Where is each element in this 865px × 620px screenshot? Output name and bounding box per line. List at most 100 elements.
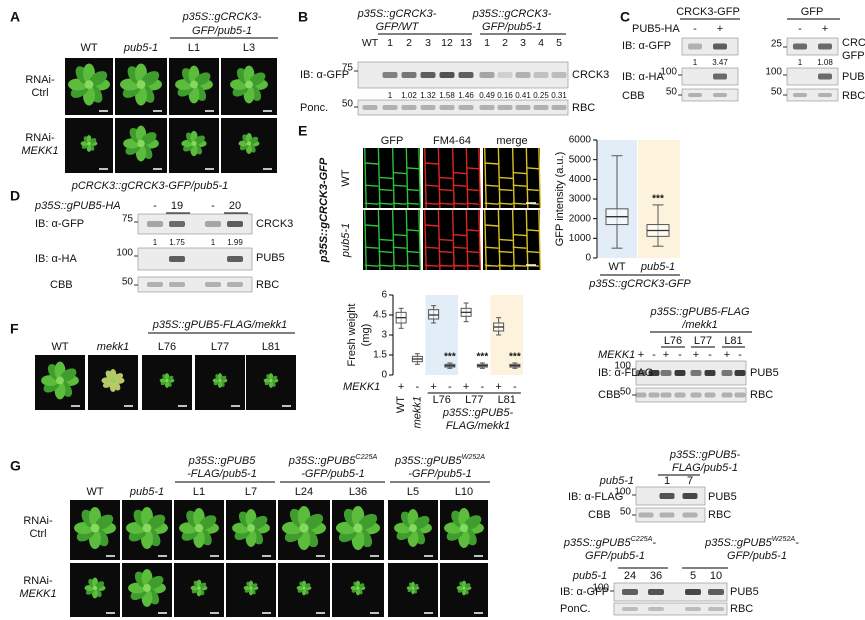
panel-label: C — [620, 9, 630, 25]
label-part: p35S::gPUB5 — [704, 537, 773, 549]
cell-walls — [364, 209, 422, 271]
label: p35S::gCRCK3- — [357, 8, 437, 20]
blot — [137, 276, 253, 293]
label: 7 — [687, 475, 693, 487]
band — [458, 72, 474, 78]
label: WT — [608, 261, 625, 273]
mw-marker: 50 — [620, 387, 632, 398]
band — [515, 72, 531, 78]
rosette-center — [90, 523, 100, 533]
band — [479, 105, 495, 110]
mw-marker: 100 — [614, 487, 631, 498]
mw-marker: 50 — [342, 99, 354, 110]
label: - — [708, 349, 712, 361]
label: RBC — [572, 102, 595, 114]
panel-label: B — [298, 9, 308, 25]
label: L81 — [498, 394, 516, 406]
label: RBC — [708, 509, 731, 521]
label: CRCK3-GFP — [676, 6, 740, 18]
label: WT — [51, 341, 68, 353]
band — [721, 392, 733, 398]
label: -FLAG/pub5-1 — [187, 468, 257, 480]
label: (mg) — [360, 324, 372, 347]
label: 5 — [556, 37, 562, 49]
superscript: W252A — [772, 535, 796, 543]
rosette-center — [56, 376, 64, 385]
label: + — [693, 349, 699, 361]
rosette-center — [142, 523, 152, 533]
rosette-center — [110, 378, 116, 383]
rosette-center — [459, 523, 469, 533]
label: 3 — [520, 37, 526, 49]
leaf — [194, 72, 211, 86]
band — [818, 43, 832, 50]
label: GFP/pub5-1 — [585, 550, 645, 562]
label: CRCK3 — [572, 69, 609, 81]
blot — [613, 602, 728, 616]
label: IB: α-FLAG — [568, 491, 623, 503]
label: 10 — [710, 570, 722, 582]
leaf — [249, 72, 266, 86]
label: RNAi- — [25, 132, 55, 144]
label: p35S::gPUB5- — [669, 449, 741, 461]
label: 5 — [690, 570, 696, 582]
band — [622, 607, 638, 611]
quantification: 0.41 — [515, 91, 531, 100]
leaf — [113, 373, 124, 382]
label: IB: α-GFP — [622, 40, 671, 52]
label: PUB5 — [730, 586, 759, 598]
label: CBB — [588, 509, 611, 521]
leaf — [147, 575, 164, 590]
label: 36 — [650, 570, 662, 582]
panel-label: E — [298, 123, 307, 139]
label: merge — [496, 135, 527, 147]
panel-label: G — [10, 458, 21, 474]
label: RNAi- — [25, 74, 55, 86]
blot — [137, 213, 253, 235]
band — [439, 105, 455, 110]
leaf — [167, 375, 174, 381]
superscript: C225A — [631, 535, 653, 543]
label: /mekk1 — [681, 319, 717, 331]
label: pub5-1 — [340, 223, 352, 258]
shade — [425, 295, 458, 375]
quantification: 1.32 — [420, 91, 436, 100]
label: IB: α-GFP — [560, 586, 609, 598]
band — [169, 256, 185, 262]
label: - — [481, 381, 485, 393]
band — [362, 105, 378, 110]
label: IB: α-HA — [622, 71, 664, 83]
label: IB: α-GFP — [300, 69, 349, 81]
band — [638, 512, 654, 518]
label: WT — [86, 486, 103, 498]
label: pub5-1 — [640, 261, 675, 273]
label: L3 — [243, 42, 255, 54]
band — [533, 105, 549, 110]
leaf — [304, 583, 311, 589]
label-part: p35S::gPUB5 — [394, 455, 463, 467]
label: RBC — [256, 279, 279, 291]
band — [227, 221, 243, 227]
label: L76 — [433, 394, 451, 406]
label: WT — [340, 169, 352, 186]
rosette-center — [190, 80, 198, 89]
band — [401, 105, 417, 110]
y-tick-label: 6000 — [569, 135, 592, 146]
rosette-center — [87, 141, 91, 146]
mw-marker: 100 — [765, 67, 782, 78]
quantification: 1.99 — [227, 238, 243, 247]
blot — [786, 37, 839, 56]
quantification: 0.31 — [551, 91, 567, 100]
label: - — [738, 349, 742, 361]
label: - — [798, 23, 802, 35]
mw-marker: 100 — [592, 583, 609, 594]
label: L24 — [295, 486, 313, 498]
band — [401, 72, 417, 78]
label: - — [652, 349, 656, 361]
label: WT — [80, 42, 97, 54]
label: IB: α-GFP — [35, 218, 84, 230]
blot — [786, 67, 839, 86]
rosette-center — [137, 139, 145, 148]
panel-label: F — [10, 321, 19, 337]
shade — [638, 140, 680, 258]
